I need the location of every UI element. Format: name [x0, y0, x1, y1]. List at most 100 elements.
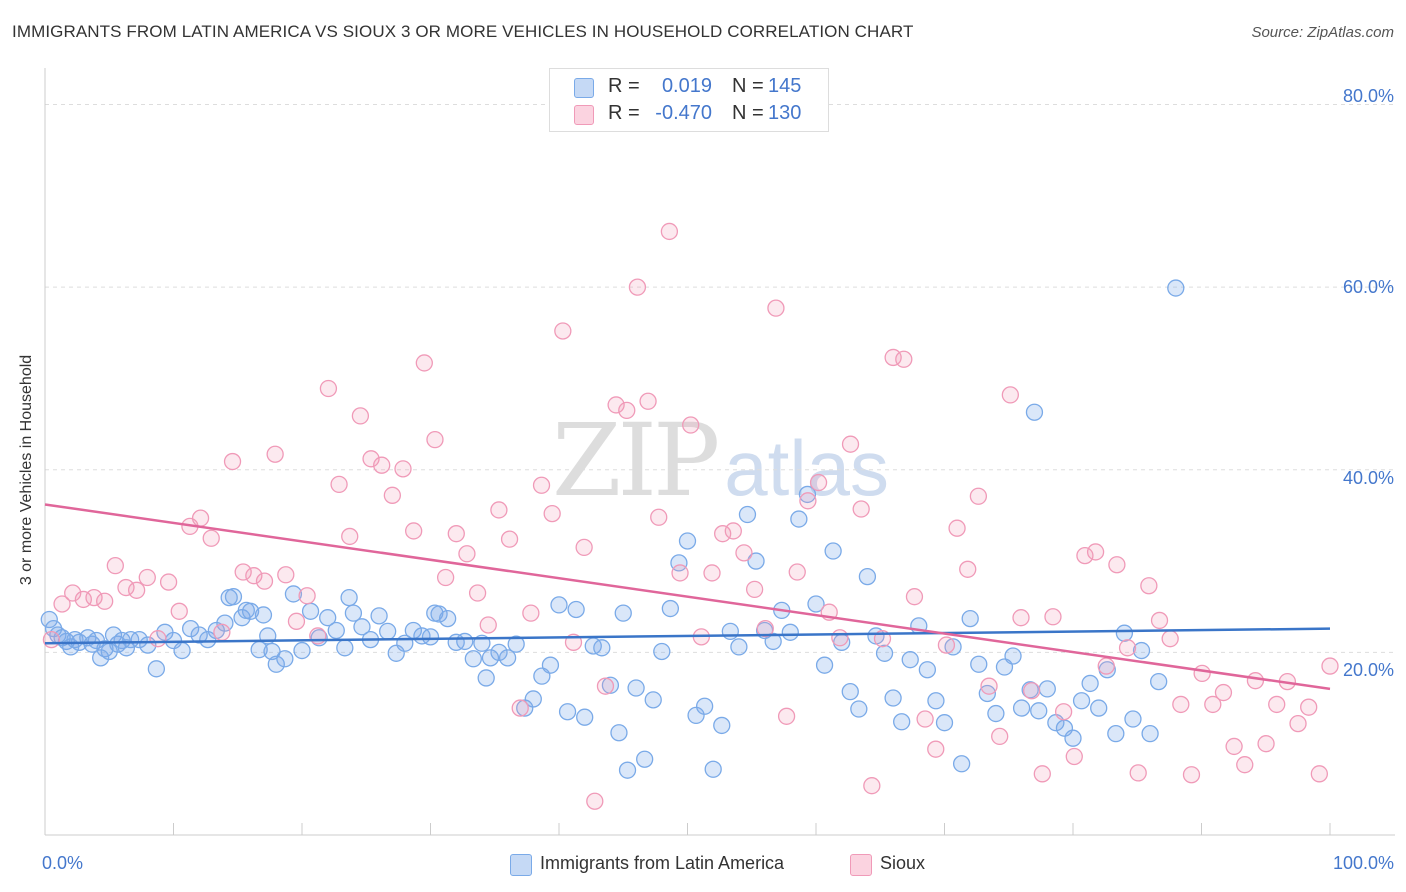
data-point [970, 655, 988, 673]
data-point [1193, 664, 1211, 683]
data-point [500, 530, 519, 548]
data-point [319, 609, 337, 627]
legend-row-sioux: R = -0.470 N = 130 [550, 101, 828, 127]
data-point [777, 707, 796, 725]
data-point [301, 602, 320, 620]
data-point [875, 644, 894, 662]
data-point [596, 677, 615, 695]
data-point [438, 609, 457, 628]
data-point [636, 750, 654, 768]
data-point [1289, 714, 1307, 733]
legend-swatch [510, 854, 532, 876]
data-point [841, 435, 860, 453]
data-point [788, 563, 806, 581]
data-point [1030, 702, 1048, 720]
data-point [362, 450, 380, 468]
data-point [747, 552, 765, 570]
data-point [607, 396, 625, 414]
data-point [263, 642, 281, 661]
data-point [935, 714, 954, 732]
data-point [1072, 692, 1091, 710]
bottom-legend-label: Sioux [880, 853, 926, 873]
data-point [234, 563, 252, 581]
data-point [1097, 657, 1115, 675]
data-point [952, 755, 971, 773]
legend-r-value: 0.019 [661, 75, 712, 97]
data-point [614, 604, 632, 622]
x-tick-label: 0.0% [42, 853, 84, 873]
data-point [373, 456, 391, 474]
data-point [644, 691, 662, 709]
data-point [216, 614, 234, 632]
data-point [159, 573, 178, 591]
data-point [341, 527, 359, 546]
data-point [224, 588, 243, 606]
y-axis-label: 3 or more Vehicles in Household [18, 354, 35, 586]
data-point [468, 584, 487, 602]
data-point [815, 656, 834, 674]
data-point [1150, 611, 1169, 630]
data-point [703, 564, 721, 582]
data-point [944, 638, 962, 656]
data-point [1108, 556, 1126, 574]
data-point [959, 560, 977, 578]
legend-r-label: R = [608, 75, 640, 97]
data-point [173, 641, 191, 660]
watermark: ZIP atlas [552, 402, 889, 519]
data-point [74, 590, 93, 609]
data-point [1012, 699, 1031, 717]
data-point [841, 682, 859, 701]
data-point [1132, 641, 1151, 660]
axes [44, 68, 1395, 836]
data-point [426, 430, 444, 449]
data-point [724, 522, 742, 540]
data-point [790, 510, 808, 528]
data-point [558, 703, 577, 721]
data-point [298, 587, 316, 605]
data-point [660, 222, 679, 241]
data-point [961, 609, 979, 628]
data-point [245, 567, 263, 585]
data-point [53, 595, 71, 613]
data-point [421, 628, 440, 646]
data-point [937, 636, 956, 654]
data-point [798, 485, 817, 504]
legend-swatch [850, 854, 872, 876]
data-point [330, 475, 348, 494]
data-point [948, 519, 966, 537]
data-point [490, 643, 508, 662]
data-point [661, 599, 680, 618]
data-point [628, 278, 647, 296]
data-point [730, 638, 748, 656]
data-point [1268, 695, 1286, 714]
data-point [1257, 735, 1275, 753]
data-point [1204, 695, 1222, 714]
data-point [593, 639, 611, 657]
data-point [799, 492, 817, 510]
data-point [498, 649, 517, 667]
data-point [85, 588, 103, 607]
data-point [627, 679, 645, 697]
data-point [1065, 747, 1083, 766]
data-point [147, 660, 166, 678]
data-point [807, 595, 825, 613]
data-point [284, 585, 303, 603]
data-point [1124, 710, 1142, 728]
data-point [893, 713, 911, 731]
data-point [255, 572, 274, 590]
data-point [543, 504, 561, 523]
data-point [1033, 765, 1051, 783]
data-point [618, 761, 637, 779]
legend-n-label: N = [732, 75, 764, 97]
data-point [319, 379, 338, 398]
data-point [202, 529, 220, 547]
data-point [383, 486, 402, 504]
legend-row-immigrants: R = 0.019 N = 145 [550, 74, 828, 100]
data-point [447, 525, 465, 543]
data-point [714, 525, 732, 543]
data-point [1300, 698, 1318, 716]
data-point [901, 651, 919, 669]
data-point [1090, 699, 1108, 717]
data-point [980, 677, 998, 695]
